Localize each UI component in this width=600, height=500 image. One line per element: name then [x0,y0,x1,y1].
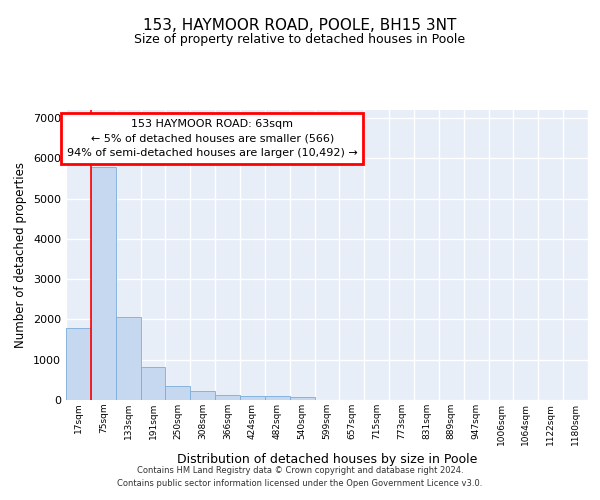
Bar [240,396,265,400]
Text: Contains HM Land Registry data © Crown copyright and database right 2024.
Contai: Contains HM Land Registry data © Crown c… [118,466,482,487]
Text: 153 HAYMOOR ROAD: 63sqm
← 5% of detached houses are smaller (566)
94% of semi-de: 153 HAYMOOR ROAD: 63sqm ← 5% of detached… [67,118,358,158]
X-axis label: Distribution of detached houses by size in Poole: Distribution of detached houses by size … [177,453,477,466]
Bar [140,367,166,400]
Bar [91,167,116,400]
Bar [116,317,140,400]
Y-axis label: Number of detached properties: Number of detached properties [14,162,28,348]
Bar [66,328,91,400]
Bar [190,392,215,400]
Text: 153, HAYMOOR ROAD, POOLE, BH15 3NT: 153, HAYMOOR ROAD, POOLE, BH15 3NT [143,18,457,32]
Bar [290,397,314,400]
Bar [166,386,190,400]
Bar [215,395,240,400]
Text: Size of property relative to detached houses in Poole: Size of property relative to detached ho… [134,32,466,46]
Bar [265,396,290,400]
